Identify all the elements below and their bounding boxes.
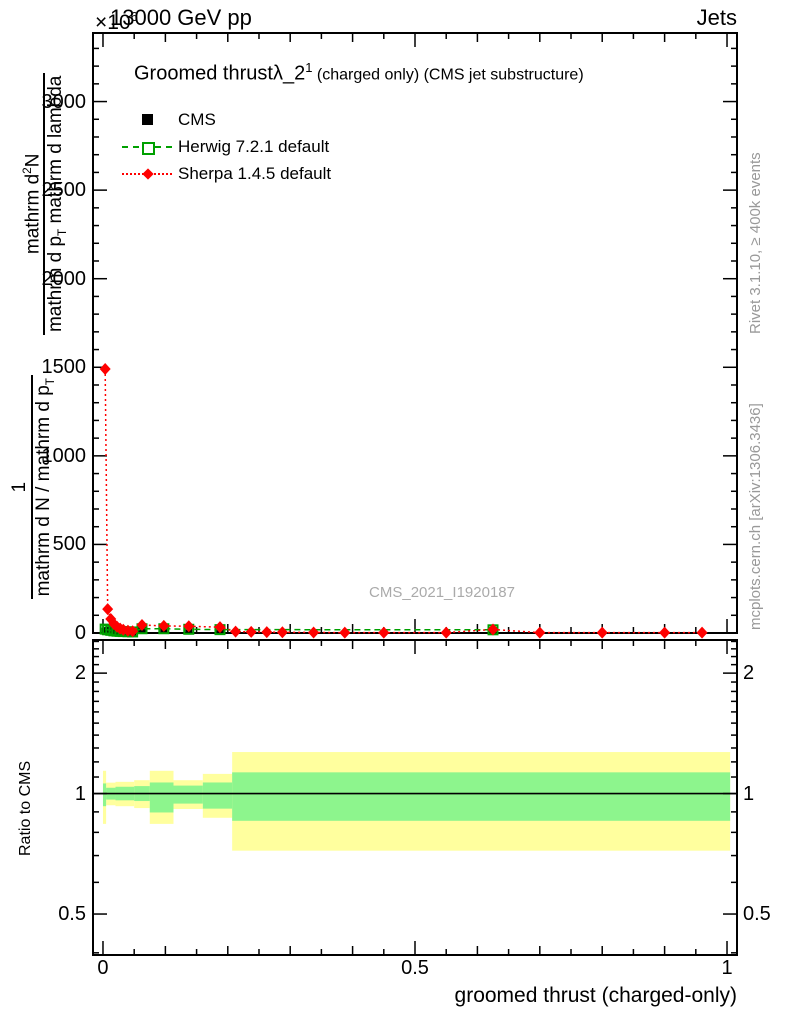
ratio-band-green [149,782,174,813]
data-point-sherpa [696,626,708,639]
series-line-sherpa [104,369,703,634]
ratio-band-green [232,772,731,821]
data-point-sherpa [245,625,257,638]
herwig-marker-icon [122,139,172,155]
data-point-sherpa [102,603,114,616]
data-point-sherpa [487,623,499,636]
main-y-tick-label: 2000 [41,267,87,290]
ratio-band-green [102,783,107,807]
data-point-sherpa [136,619,148,632]
data-point-sherpa [99,363,111,376]
ratio-y-tick-label-right: 1 [743,782,755,805]
title-parenthetical: (charged only) (CMS jet substructure) [312,66,584,84]
main-y-tick-label: 500 [52,533,86,556]
ratio-y-tick-label-right: 0.5 [743,903,771,926]
main-y-tick-label: 1500 [41,356,87,379]
ratio-y-tick-label-left: 0.5 [58,903,86,926]
main-y-tick-label: 2500 [41,179,87,202]
ratio-band-green [173,785,203,804]
x-tick-label: 1 [721,957,733,979]
axis-multiplier-exponent: 6 [130,9,138,24]
plot-title: Groomed thrustλ_21 (charged only) (CMS j… [134,60,584,85]
data-point-sherpa [308,626,320,639]
data-point-sherpa [378,626,390,639]
ratio-y-tick-label-left: 1 [74,782,86,805]
cms-marker-icon [122,112,172,128]
data-point-sherpa [534,626,546,639]
ratio-band-green [202,782,233,809]
watermark-analysis-id: CMS_2021_I1920187 [369,584,515,601]
title-superscript: 1 [305,60,313,75]
data-point-sherpa [127,625,139,638]
legend-label: CMS [178,109,216,129]
title-lambda: λ_2 [272,62,306,85]
data-point-sherpa [214,621,226,634]
data-point-sherpa [230,625,242,638]
legend-label: Sherpa 1.4.5 default [178,163,332,183]
main-y-tick-label: 0 [74,622,86,644]
data-point-sherpa [183,620,195,633]
main-y-tick-label: 1000 [41,444,87,467]
x-axis-label: groomed thrust (charged-only) [454,984,737,1007]
legend: CMS Herwig 7.2.1 default Sherpa 1.4.5 de… [122,106,331,187]
main-y-tick-label: 3000 [41,90,87,113]
data-point-sherpa [339,626,351,639]
legend-item-cms: CMS [122,106,331,133]
data-point-sherpa [158,619,170,632]
beam-energy-label: 13000 GeV pp [110,5,252,30]
analysis-group-label: Jets [696,5,737,30]
ylabel-fraction-2: mathrm d2N mathrm d pT mathrm d lambda [20,72,70,336]
legend-item-sherpa: Sherpa 1.4.5 default [122,160,331,187]
data-point-sherpa [596,626,608,639]
axis-multiplier: ×106 [95,9,138,34]
data-point-sherpa [276,626,288,639]
rivet-version-label: Rivet 3.1.10, ≥ 400k events [747,152,764,334]
mcplots-citation-label: mcplots.cern.ch [arXiv:1306.3436] [747,403,764,630]
legend-label: Herwig 7.2.1 default [178,136,330,156]
data-point-sherpa [659,626,671,639]
sherpa-marker-icon [122,166,172,182]
x-tick-label: 0.5 [401,957,429,979]
data-point-sherpa [261,626,273,639]
ratio-y-tick-label-right: 2 [743,662,755,685]
data-point-sherpa [440,626,452,639]
ylabel-fraction-1: 1 mathrm d N / mathrm d pT [9,375,56,600]
ratio-y-tick-label-left: 2 [74,662,86,685]
legend-item-herwig: Herwig 7.2.1 default [122,133,331,160]
x-tick-label: 0 [97,957,109,979]
